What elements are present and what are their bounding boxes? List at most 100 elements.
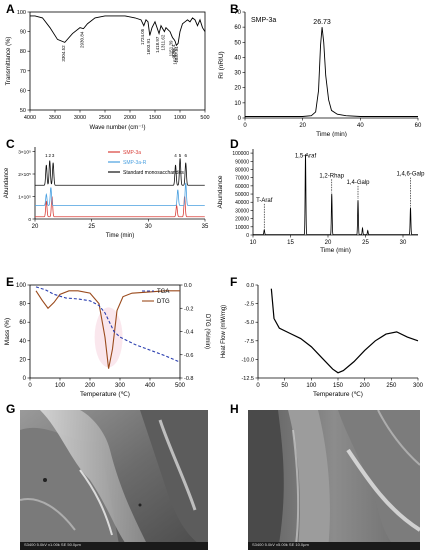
heat-flow-line — [270, 288, 419, 374]
x-tick-label: 0 — [256, 383, 260, 389]
y-tick-label: -2.5 — [245, 302, 254, 308]
x-tick-label: 2000 — [124, 115, 136, 121]
x-tick-label: 400 — [145, 383, 156, 389]
y-tick-label: 0.0 — [246, 283, 254, 289]
panel-letter-c: C — [6, 137, 15, 151]
x-tick-label: 20 — [32, 224, 39, 230]
dtg-line — [35, 290, 180, 369]
y-tick-label: 80000 — [235, 167, 249, 173]
sem-caption-h: S3400 5.0kV x5.00k SE 10.0µm — [252, 542, 309, 547]
y-tick-label: 50000 — [235, 192, 249, 198]
y-axis-label: Heat Flow (mW/mg) — [221, 305, 227, 358]
x-tick-label: 30 — [145, 224, 152, 230]
y-tick-label: -12.5 — [241, 376, 254, 382]
y-axis-label: Abundance — [4, 167, 10, 198]
x-tick-label: 60 — [415, 123, 422, 129]
peak-annotation: 1311.62 — [160, 34, 165, 50]
y-tick-label: 70000 — [235, 176, 249, 182]
peak-annotation: 2930.84 — [79, 31, 84, 48]
y-tick-label: 70 — [20, 69, 26, 75]
y-tick-label: -10.0 — [241, 357, 254, 363]
y-axis-label: Mass (%) — [4, 318, 11, 345]
x-tick-label: 100 — [306, 383, 317, 389]
x-tick-label: 3500 — [49, 115, 61, 121]
x-tick-label: 200 — [85, 383, 96, 389]
y-tick-label: 0 — [23, 376, 27, 382]
y-tick-label: 30 — [234, 71, 241, 77]
y-tick-label: 10 — [234, 101, 241, 107]
y-tick-label: 20 — [19, 357, 26, 363]
panel-letter-f: F — [230, 275, 238, 289]
y-tick-label: 3×10⁵ — [18, 150, 31, 156]
x-tick-label: 3000 — [74, 115, 86, 121]
y-tick-label: -7.5 — [245, 339, 254, 345]
peak-number-label: 2 — [48, 153, 51, 158]
x-tick-label: 35 — [202, 224, 209, 230]
x-tick-label: 150 — [333, 383, 344, 389]
y-tick-label: -0.4 — [184, 330, 193, 336]
x-tick-label: 300 — [115, 383, 126, 389]
y-tick-label: 20000 — [235, 217, 249, 223]
x-tick-label: 15 — [287, 240, 294, 246]
x-tick-label: 40 — [357, 123, 364, 129]
x-axis-label: Wave number (cm⁻¹) — [90, 125, 146, 131]
sem-image-h: S3400 5.0kV x5.00k SE 10.0µm — [248, 410, 420, 550]
ftir-spectrum-chart: 4000 3500 3000 2500 2000 1500 1000 500 50 60 70 80 9… — [6, 10, 210, 131]
y-tick-label: 80 — [20, 49, 26, 55]
peak-number-label: 3 — [52, 153, 55, 158]
panel-letter-h: H — [230, 402, 239, 416]
sem-texture-g — [20, 410, 208, 550]
peak-number-label: 6 — [184, 153, 187, 158]
peak-highlight — [94, 307, 123, 368]
y-tick-label: 60 — [20, 88, 26, 94]
linkage-label: 1,2-Rhap — [319, 173, 344, 179]
y-tick-label: 90000 — [235, 159, 249, 165]
plot-frame — [29, 11, 206, 111]
y-tick-label: 50 — [234, 40, 241, 46]
legend-label: DTG — [157, 299, 170, 305]
x-tick-label: 0 — [28, 383, 32, 389]
x-tick-label: 30 — [400, 240, 407, 246]
legend-label: TGA — [157, 289, 169, 295]
y-axis-label: RI (nRIU) — [218, 51, 225, 78]
y-tick-label: -0.6 — [184, 353, 193, 359]
panel-letter-g: G — [6, 402, 16, 416]
peak-annotation: 1096.4 — [171, 44, 176, 58]
y-tick-label: 60 — [19, 320, 26, 326]
x-tick-label: 20 — [325, 240, 332, 246]
peak-number-label: 1 — [45, 153, 48, 158]
y-tick-label: 40 — [19, 339, 26, 345]
sem-caption-g: S3400 5.0kV x1.00k SE 50.0µm — [24, 542, 81, 547]
methylation-gcms-chart: 10 15 20 25 30 0 10000 20000 30000 40000 50000 6000… — [217, 149, 425, 254]
panel-letter-b: B — [230, 2, 239, 16]
y-tick-label: -5.0 — [245, 320, 254, 326]
x-axis-label: Temperature (℃) — [313, 391, 363, 398]
x-tick-label: 300 — [413, 383, 424, 389]
hpgpc-chromatogram-chart: 0 20 40 60 0 10 20 30 40 50 60 70 Time (min) RI (nRIU… — [218, 10, 422, 137]
y-tick-label: 100000 — [232, 151, 249, 157]
x-tick-label: 0 — [243, 123, 247, 129]
tga-line — [35, 286, 181, 363]
y-tick-label: 2×10⁵ — [18, 172, 31, 178]
linkage-label: T-Araf — [256, 198, 273, 204]
y-tick-label: 20 — [234, 86, 241, 92]
x-tick-label: 500 — [200, 115, 209, 121]
x-axis-label: Time (min) — [320, 247, 351, 254]
y-tick-label: 0 — [246, 233, 249, 239]
x-axis-label: Time (min) — [316, 131, 347, 137]
legend-label: SMP-3a-R — [123, 160, 147, 166]
legend-label: Standard monosaccharides — [123, 170, 184, 176]
y-tick-label: -0.2 — [184, 306, 193, 312]
x-tick-label: 25 — [362, 240, 369, 246]
y-tick-label: 100 — [17, 10, 26, 16]
y-tick-label: 30000 — [235, 208, 249, 214]
x-tick-label: 2500 — [99, 115, 111, 121]
x-axis-label: Time (min) — [106, 233, 134, 239]
y-axis-label: Transmittance (%) — [6, 37, 12, 86]
x-axis-label: Temperature (℃) — [80, 391, 130, 398]
x-tick-label: 50 — [281, 383, 288, 389]
y-tick-label: 60000 — [235, 184, 249, 190]
legend-label: SMP-3a — [123, 150, 141, 156]
y-tick-label: 0 — [28, 217, 31, 223]
